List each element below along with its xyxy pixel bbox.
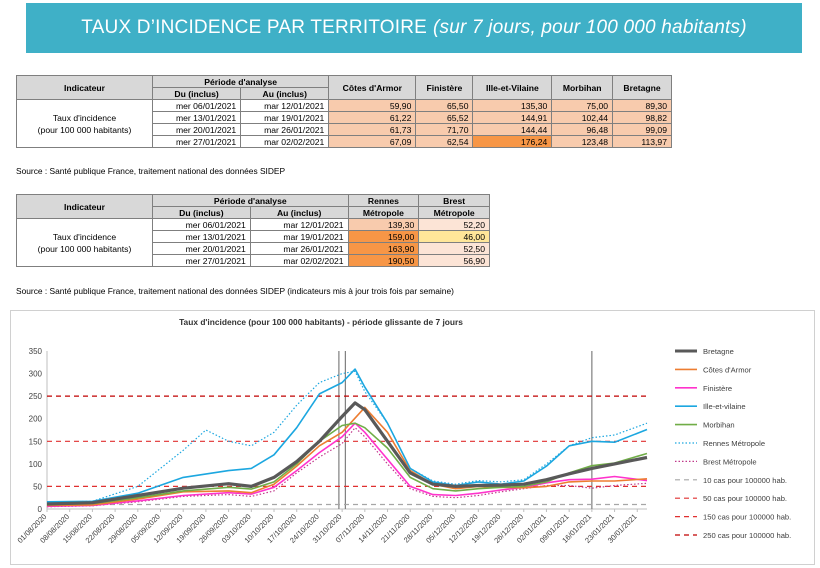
cell-value: 99,09 (612, 123, 672, 136)
header-periode: Période d'analyse (152, 194, 349, 207)
header-du: Du (inclus) (152, 206, 251, 219)
cell-value: 96,48 (551, 123, 614, 136)
header-col2-line2: Métropole (418, 206, 490, 219)
chart-canvas: 05010015020025030035001/08/202008/08/202… (16, 347, 792, 545)
series-line-finistere (46, 422, 648, 508)
legend-label: Bretagne (703, 347, 734, 356)
source-note: Source : Santé publique France, traiteme… (16, 286, 454, 296)
cell-value: 176,24 (472, 135, 553, 148)
legend-label: 250 cas pour 100000 hab. (703, 531, 791, 540)
cell-value: 144,91 (472, 111, 553, 124)
cell-value: 61,73 (328, 123, 417, 136)
cell-value: 52,20 (418, 218, 490, 231)
header-col1-line1: Rennes (347, 194, 420, 207)
cell-value: 123,48 (551, 135, 614, 148)
legend-label: Rennes Métropole (703, 439, 765, 448)
cell-value: 89,30 (612, 99, 672, 112)
legend-label: 10 cas pour 100000 hab. (703, 476, 787, 485)
cell-value: 65,52 (415, 111, 474, 124)
cell-value: 98,82 (612, 111, 672, 124)
cell-value: 71,70 (415, 123, 474, 136)
series-line-morbihan (46, 422, 648, 506)
cell-du: mer 27/01/2021 (152, 254, 251, 267)
y-tick-label: 250 (29, 392, 43, 401)
incidence-chart: Taux d'incidence (pour 100 000 habitants… (10, 310, 815, 565)
row-label-line2: (pour 100 000 habitants) (16, 242, 153, 255)
header-col: Finistère (415, 75, 474, 100)
row-label-line2: (pour 100 000 habitants) (16, 123, 153, 136)
legend-label: Morbihan (703, 421, 735, 430)
cell-value: 102,44 (551, 111, 614, 124)
header-periode: Période d'analyse (151, 75, 330, 88)
cell-value: 61,22 (328, 111, 417, 124)
cell-value: 75,00 (551, 99, 614, 112)
banner-title: TAUX D’INCIDENCE PAR TERRITOIRE (81, 17, 428, 38)
header-indicateur: Indicateur (16, 194, 153, 219)
cell-value: 190,50 (347, 254, 420, 267)
series-line-bretagne (46, 401, 648, 506)
cell-value: 46,00 (418, 230, 490, 243)
legend-label: Finistère (703, 384, 732, 393)
series-line-ille (46, 368, 648, 503)
cell-au: mar 26/01/2021 (240, 123, 330, 136)
header-col: Ille-et-Vilaine (472, 75, 553, 100)
cell-du: mer 13/01/2021 (152, 230, 251, 243)
header-col: Bretagne (612, 75, 672, 100)
header-au: Au (inclus) (249, 206, 349, 219)
cell-value: 139,30 (347, 218, 420, 231)
cell-du: mer 06/01/2021 (151, 99, 242, 112)
cell-value: 56,90 (418, 254, 490, 267)
row-label-line1: Taux d'incidence (16, 111, 153, 124)
series-line-cotes (46, 406, 648, 507)
y-tick-label: 0 (38, 505, 43, 514)
cell-value: 159,00 (347, 230, 420, 243)
header-col: Côtes d'Armor (328, 75, 417, 100)
cell-value: 65,50 (415, 99, 474, 112)
cell-value: 62,54 (415, 135, 474, 148)
legend-label: 50 cas pour 100000 hab. (703, 494, 787, 503)
legend-label: Brest Métropole (703, 457, 757, 466)
cell-au: mar 02/02/2021 (240, 135, 330, 148)
row-label-line1: Taux d'incidence (16, 230, 153, 243)
incidence-table-metropoles: Indicateur Période d'analyse Rennes Bres… (16, 194, 490, 267)
cell-du: mer 20/01/2021 (151, 123, 242, 136)
cell-value: 59,90 (328, 99, 417, 112)
cell-du: mer 27/01/2021 (151, 135, 242, 148)
cell-au: mar 19/01/2021 (240, 111, 330, 124)
cell-value: 52,50 (418, 242, 490, 255)
cell-au: mar 19/01/2021 (249, 230, 349, 243)
cell-value: 144,44 (472, 123, 553, 136)
legend-label: Côtes d'Armor (703, 365, 752, 374)
header-indicateur: Indicateur (16, 75, 153, 100)
header-au: Au (inclus) (240, 87, 330, 100)
cell-value: 67,09 (328, 135, 417, 148)
header-col2-line1: Brest (418, 194, 490, 207)
chart-title: Taux d'incidence (pour 100 000 habitants… (179, 317, 463, 327)
source-note: Source : Santé publique France, traiteme… (16, 166, 286, 176)
y-tick-label: 350 (29, 347, 43, 356)
incidence-table-departments: Indicateur Période d'analyse Côtes d'Arm… (16, 75, 672, 148)
cell-au: mar 26/01/2021 (249, 242, 349, 255)
banner-subtitle: (sur 7 jours, pour 100 000 habitants) (433, 17, 747, 38)
cell-value: 163,90 (347, 242, 420, 255)
y-tick-label: 150 (29, 437, 43, 446)
cell-value: 113,97 (612, 135, 672, 148)
header-du: Du (inclus) (151, 87, 242, 100)
cell-au: mar 12/01/2021 (240, 99, 330, 112)
cell-au: mar 02/02/2021 (249, 254, 349, 267)
legend-label: 150 cas pour 100000 hab. (703, 513, 791, 522)
cell-value: 135,30 (472, 99, 553, 112)
page-banner: TAUX D’INCIDENCE PAR TERRITOIRE (sur 7 j… (26, 3, 802, 53)
y-tick-label: 100 (29, 460, 43, 469)
cell-du: mer 06/01/2021 (152, 218, 251, 231)
header-col1-line2: Métropole (347, 206, 420, 219)
cell-au: mar 12/01/2021 (249, 218, 349, 231)
y-tick-label: 200 (29, 415, 43, 424)
header-col: Morbihan (551, 75, 614, 100)
cell-du: mer 13/01/2021 (151, 111, 242, 124)
y-tick-label: 300 (29, 370, 43, 379)
legend-label: Ille-et-vilaine (703, 402, 746, 411)
y-tick-label: 50 (33, 482, 42, 491)
cell-du: mer 20/01/2021 (152, 242, 251, 255)
